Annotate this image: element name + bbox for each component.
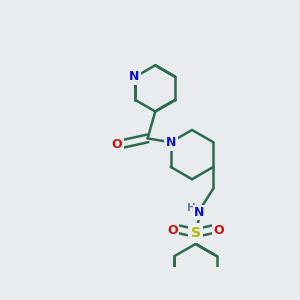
Text: S: S — [191, 226, 201, 240]
Text: N: N — [194, 206, 205, 219]
Text: O: O — [167, 224, 178, 236]
Text: H: H — [188, 203, 196, 213]
Text: O: O — [213, 224, 224, 236]
Text: O: O — [112, 138, 122, 151]
Text: N: N — [129, 70, 140, 83]
Text: N: N — [166, 136, 176, 149]
